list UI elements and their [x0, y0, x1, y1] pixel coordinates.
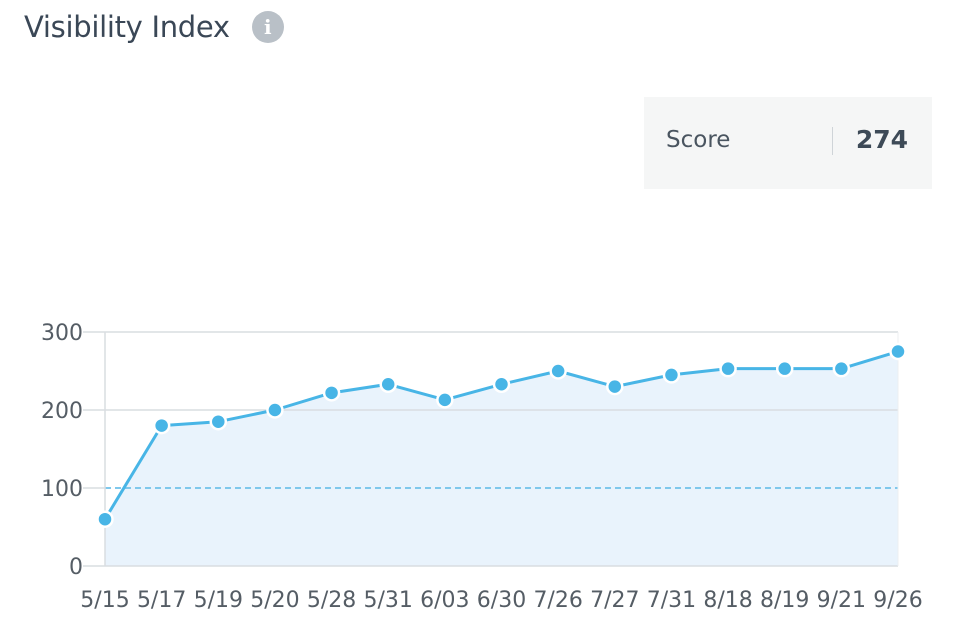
x-tick-label: 5/17 — [137, 588, 186, 613]
data-point — [266, 401, 284, 419]
x-tick-label: 7/27 — [590, 588, 639, 613]
x-tick-label: 5/31 — [364, 588, 413, 613]
x-tick-label: 9/26 — [873, 588, 922, 613]
data-point — [436, 391, 454, 409]
series-area — [105, 351, 898, 566]
data-point — [96, 510, 114, 528]
data-point — [832, 359, 851, 378]
x-tick-label: 7/26 — [533, 588, 582, 613]
data-point — [492, 375, 511, 394]
chart-title: Visibility Index — [24, 10, 230, 44]
data-point — [209, 412, 228, 431]
y-tick-label: 0 — [69, 555, 83, 580]
y-tick-label: 100 — [41, 477, 83, 502]
score-value: 274 — [855, 125, 908, 154]
x-tick-label: 5/19 — [194, 588, 243, 613]
y-tick-label: 300 — [41, 321, 83, 346]
data-point — [152, 416, 171, 435]
x-tick-label: 5/28 — [307, 588, 356, 613]
x-tick-label: 7/31 — [647, 588, 696, 613]
x-tick-label: 8/19 — [760, 588, 809, 613]
x-tick-label: 9/21 — [817, 588, 866, 613]
data-point — [379, 375, 397, 394]
data-point — [775, 359, 794, 378]
x-tick-label: 5/20 — [250, 588, 299, 613]
x-tick-label: 5/15 — [80, 588, 129, 613]
score-label: Score — [666, 127, 731, 153]
x-tick-label: 8/18 — [703, 588, 752, 613]
title-row: Visibility Index i — [24, 10, 284, 44]
info-icon[interactable]: i — [251, 11, 284, 43]
x-tick-label: 6/30 — [477, 588, 526, 613]
score-panel: Score 274 — [644, 97, 932, 189]
score-divider — [832, 127, 833, 155]
data-point — [889, 342, 907, 361]
data-point — [662, 366, 681, 384]
y-tick-label: 200 — [41, 399, 83, 424]
data-point — [719, 359, 737, 378]
data-point — [322, 384, 341, 402]
data-point — [606, 377, 624, 396]
data-point — [549, 362, 567, 380]
x-tick-label: 6/03 — [420, 588, 469, 613]
